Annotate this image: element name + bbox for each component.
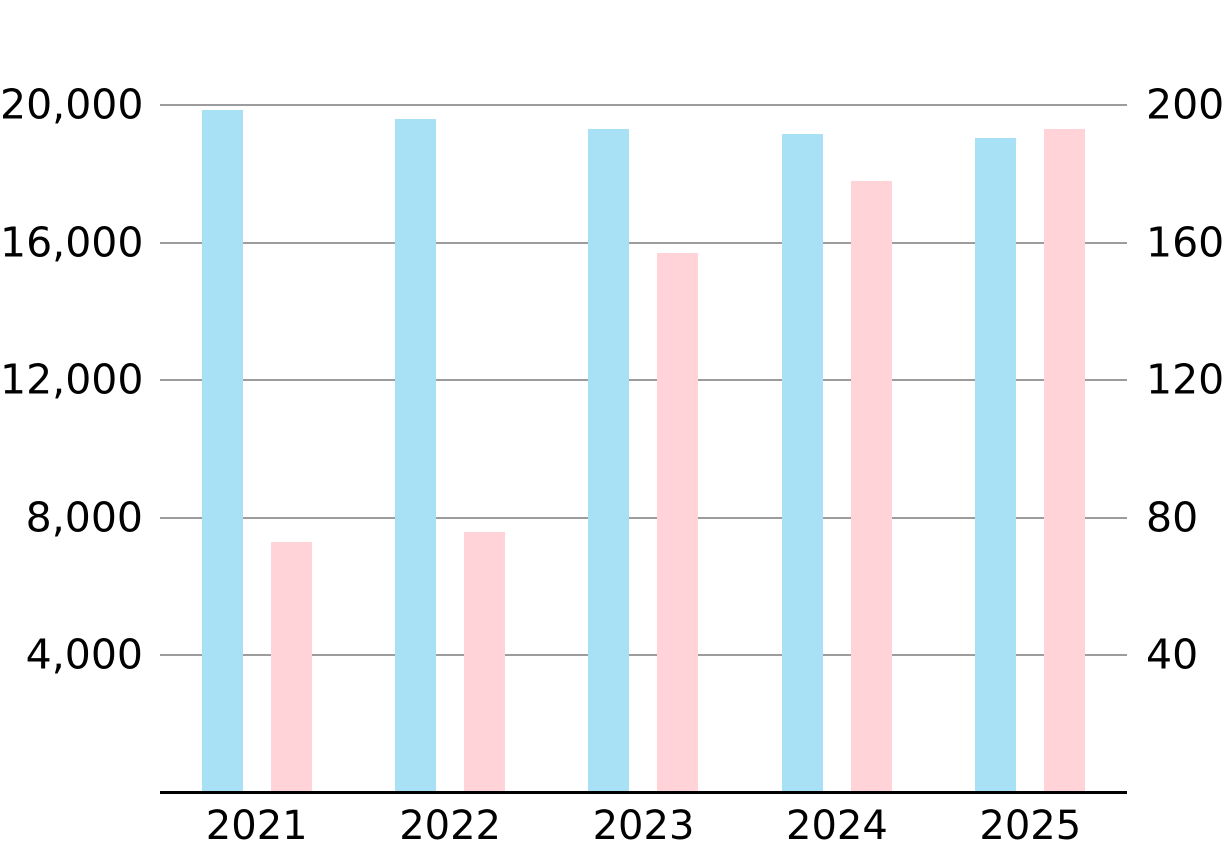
y-axis-left-tick-label: 16,000: [0, 218, 144, 267]
bar-group-2025: [934, 105, 1127, 793]
bar-series-blue-2024: [781, 134, 823, 793]
x-axis-tick-label: 2024: [785, 803, 888, 846]
y-axis-right-tick-label: 120: [1146, 355, 1225, 404]
bar-series-pink-2023: [657, 252, 699, 793]
bar-group-2022: [353, 105, 546, 793]
y-axis-right-tick-label: 200: [1146, 80, 1225, 129]
gridline: [160, 654, 1127, 657]
y-axis-right-tick-label: 40: [1146, 630, 1199, 679]
bar-group-2024: [740, 105, 933, 793]
bar-series-blue-2021: [201, 110, 243, 793]
bar-series-pink-2021: [270, 541, 312, 793]
bar-series-blue-2022: [395, 118, 437, 793]
bar-group-2021: [160, 105, 353, 793]
bar-series-pink-2024: [850, 180, 892, 793]
gridline: [160, 516, 1127, 519]
bar-series-pink-2022: [464, 531, 506, 793]
bar-series-blue-2025: [975, 137, 1017, 793]
gridline: [160, 379, 1127, 382]
y-axis-right-tick-label: 160: [1146, 218, 1225, 267]
x-axis-tick-label: 2025: [979, 803, 1082, 846]
x-axis-tick-label: 2023: [592, 803, 695, 846]
bar-series-pink-2025: [1044, 129, 1086, 793]
x-axis-line: [160, 791, 1127, 794]
x-axis-tick-label: 2021: [205, 803, 308, 846]
gridline: [160, 241, 1127, 244]
x-axis-tick-label: 2022: [399, 803, 501, 846]
plot-area: [160, 104, 1127, 794]
bar-series-blue-2023: [588, 129, 630, 793]
y-axis-left-tick-label: 20,000: [0, 80, 144, 129]
bar-group-2023: [547, 105, 740, 793]
y-axis-left-tick-label: 8,000: [25, 493, 143, 542]
y-axis-left-tick-label: 4,000: [25, 630, 143, 679]
y-axis-right-tick-label: 80: [1146, 493, 1199, 542]
y-axis-left-tick-label: 12,000: [0, 355, 144, 404]
gridline: [160, 104, 1127, 106]
